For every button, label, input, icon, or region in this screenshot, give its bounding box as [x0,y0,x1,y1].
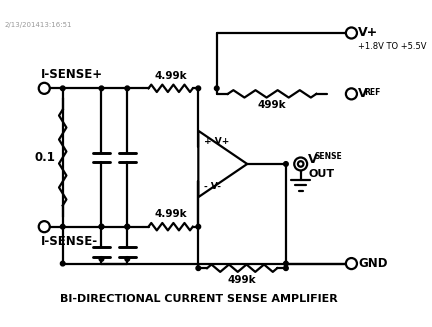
Circle shape [39,83,50,94]
Text: V: V [358,87,368,100]
Text: 0.1: 0.1 [35,151,55,164]
Text: I-SENSE+: I-SENSE+ [41,68,103,81]
Circle shape [39,221,50,232]
Circle shape [125,257,130,261]
Text: GND: GND [358,257,388,270]
Circle shape [60,224,65,229]
Text: 4.99k: 4.99k [154,209,187,219]
Text: REF: REF [364,88,381,97]
Circle shape [346,27,357,39]
Circle shape [60,261,65,266]
Circle shape [196,224,200,229]
Circle shape [284,162,288,166]
Text: BI-DIRECTIONAL CURRENT SENSE AMPLIFIER: BI-DIRECTIONAL CURRENT SENSE AMPLIFIER [60,294,338,304]
Text: OUT: OUT [308,169,334,180]
Circle shape [298,161,303,167]
Circle shape [125,86,130,91]
Circle shape [99,224,104,229]
Text: + V+: + V+ [204,136,229,146]
Text: 2/13/201413:16:51: 2/13/201413:16:51 [5,22,72,28]
Circle shape [284,266,288,270]
Text: 4.99k: 4.99k [154,71,187,81]
Text: 499k: 499k [258,100,286,110]
Text: - V-: - V- [204,182,221,191]
Circle shape [214,86,219,91]
Text: I-SENSE-: I-SENSE- [41,235,98,248]
Circle shape [60,86,65,91]
Circle shape [125,224,130,229]
Circle shape [99,86,104,91]
Circle shape [346,258,357,269]
Circle shape [196,86,200,91]
Text: +1.8V TO +5.5V: +1.8V TO +5.5V [358,42,426,51]
Circle shape [99,257,104,261]
Text: SENSE: SENSE [314,152,342,161]
Circle shape [294,158,307,170]
Circle shape [125,224,130,229]
Circle shape [196,266,200,270]
Circle shape [346,88,357,99]
Circle shape [99,224,104,229]
Text: 499k: 499k [228,275,257,284]
Text: V+: V+ [358,26,378,40]
Text: V: V [308,153,318,166]
Circle shape [284,261,288,266]
